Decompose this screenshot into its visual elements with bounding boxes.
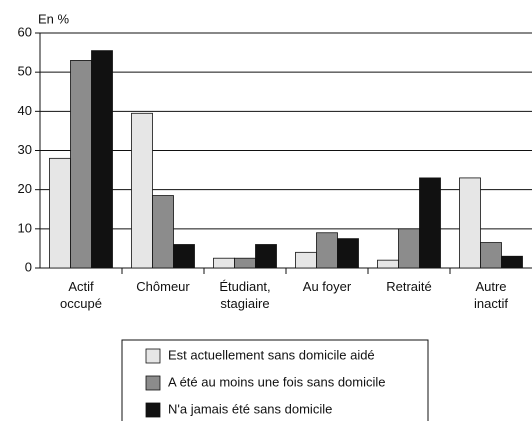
bar bbox=[152, 195, 174, 269]
y-tick-label: 20 bbox=[18, 181, 32, 196]
bar bbox=[255, 244, 277, 269]
x-tick-label-line: Actif bbox=[68, 279, 94, 294]
bar bbox=[419, 177, 441, 269]
bar bbox=[295, 251, 317, 269]
y-axis-label: En % bbox=[38, 11, 70, 26]
legend-label: A été au moins une fois sans domicile bbox=[168, 374, 386, 389]
legend-swatch bbox=[145, 402, 161, 418]
x-tick-label: Chômeur bbox=[136, 279, 190, 294]
bar bbox=[480, 242, 502, 269]
bar bbox=[70, 60, 92, 269]
bar bbox=[49, 157, 71, 269]
y-tick-label: 30 bbox=[18, 142, 32, 157]
bar bbox=[91, 50, 113, 269]
x-tick-label-line: occupé bbox=[60, 296, 102, 311]
x-tick-label: Autre inactif bbox=[474, 279, 508, 311]
x-tick-label-line: stagiaire bbox=[220, 296, 269, 311]
x-tick-label-line: inactif bbox=[474, 296, 508, 311]
bar bbox=[173, 244, 195, 269]
bar bbox=[213, 257, 235, 269]
x-tick-label-line: Autre bbox=[475, 279, 506, 294]
x-tick-label: Retraité bbox=[386, 279, 432, 294]
legend-swatch bbox=[145, 375, 161, 391]
legend-swatch bbox=[145, 348, 161, 364]
y-tick-label: 50 bbox=[18, 64, 32, 79]
bar bbox=[316, 232, 338, 269]
x-tick-label: Actif occupé bbox=[60, 279, 102, 311]
legend-label: Est actuellement sans domicile aidé bbox=[168, 347, 375, 362]
x-tick-label: Au foyer bbox=[303, 279, 352, 294]
bar bbox=[501, 255, 523, 269]
x-tick-label-line: Au foyer bbox=[303, 279, 352, 294]
bar bbox=[337, 238, 359, 269]
bar bbox=[234, 257, 256, 269]
bar bbox=[377, 259, 399, 269]
bar bbox=[131, 112, 153, 269]
x-tick-label: Étudiant, stagiaire bbox=[219, 279, 270, 311]
legend-label: N'a jamais été sans domicile bbox=[168, 401, 332, 416]
bar bbox=[459, 177, 481, 269]
y-tick-label: 0 bbox=[25, 259, 32, 274]
x-tick-label-line: Étudiant, bbox=[219, 279, 270, 294]
bar bbox=[398, 228, 420, 269]
y-tick-label: 40 bbox=[18, 103, 32, 118]
x-tick-label-line: Retraité bbox=[386, 279, 432, 294]
x-tick-label-line: Chômeur bbox=[136, 279, 190, 294]
y-tick-label: 60 bbox=[18, 24, 32, 39]
y-tick-label: 10 bbox=[18, 220, 32, 235]
legend-box bbox=[121, 339, 429, 421]
